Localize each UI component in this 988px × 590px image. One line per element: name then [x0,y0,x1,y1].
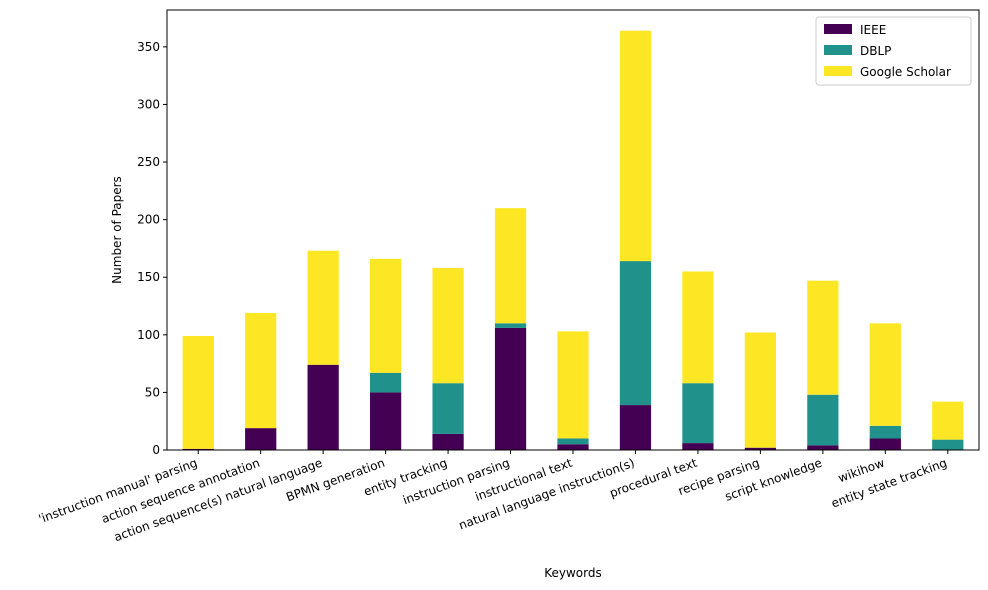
bar-dblp-12 [932,439,964,450]
bar-ieee-9 [744,447,776,450]
bar-dblp-4 [432,383,464,434]
bar-ieee-6 [557,444,589,450]
bar-ieee-5 [494,327,527,450]
bar-google-scholar-8 [682,271,714,384]
legend-label-ieee: IEEE [860,23,886,37]
y-tick-label-6: 300 [137,97,160,111]
legend-box [815,16,972,86]
bar-google-scholar-4 [432,268,464,384]
plot-frame [166,9,980,451]
bar-dblp-8 [682,383,714,444]
bars-layer [182,30,964,450]
y-tick-label-3: 150 [137,270,160,284]
bar-ieee-11 [869,438,901,450]
y-tick-label-0: 0 [152,443,160,457]
bar-google-scholar-10 [807,280,839,395]
bar-google-scholar-9 [744,332,776,448]
legend-swatch-google-scholar [824,66,852,76]
legend: IEEE DBLP Google Scholar [815,16,972,86]
legend-swatch-ieee [824,24,852,34]
x-tick-label-5: instruction parsing [401,456,512,508]
bar-ieee-1 [245,428,277,450]
bar-dblp-11 [869,425,901,439]
y-tick-label-4: 200 [137,213,160,227]
bar-ieee-8 [682,443,714,450]
bar-ieee-0 [182,448,214,450]
legend-label-google-scholar: Google Scholar [860,65,951,79]
bar-google-scholar-6 [557,331,589,439]
bar-ieee-3 [370,392,402,450]
bar-google-scholar-5 [494,208,527,324]
bar-google-scholar-12 [932,401,964,440]
bar-ieee-10 [807,445,839,450]
bar-dblp-6 [557,438,589,445]
bar-ieee-4 [432,433,464,450]
bar-dblp-10 [807,394,839,446]
legend-swatch-dblp [824,45,852,55]
y-tick-label-2: 100 [137,328,160,342]
bar-ieee-2 [307,364,339,450]
bar-google-scholar-7 [619,30,652,262]
y-tick-label-5: 250 [137,155,160,169]
y-axis: 0 50 100 150 200 250 300 350 [137,40,167,457]
bar-google-scholar-11 [869,323,901,426]
bar-dblp-7 [619,261,652,406]
bar-google-scholar-3 [370,258,402,373]
bar-google-scholar-2 [307,250,339,365]
bar-dblp-5 [494,323,527,328]
bar-google-scholar-0 [182,335,214,449]
bar-google-scholar-1 [245,312,277,429]
bar-ieee-7 [619,405,652,450]
legend-label-dblp: DBLP [860,44,891,58]
x-axis-label: Keywords [544,566,602,580]
y-axis-label: Number of Papers [110,176,124,284]
y-tick-label-7: 350 [137,40,160,54]
x-tick-label-12: entity state tracking [829,456,948,511]
bar-dblp-3 [370,372,402,393]
y-tick-label-1: 50 [145,385,160,399]
